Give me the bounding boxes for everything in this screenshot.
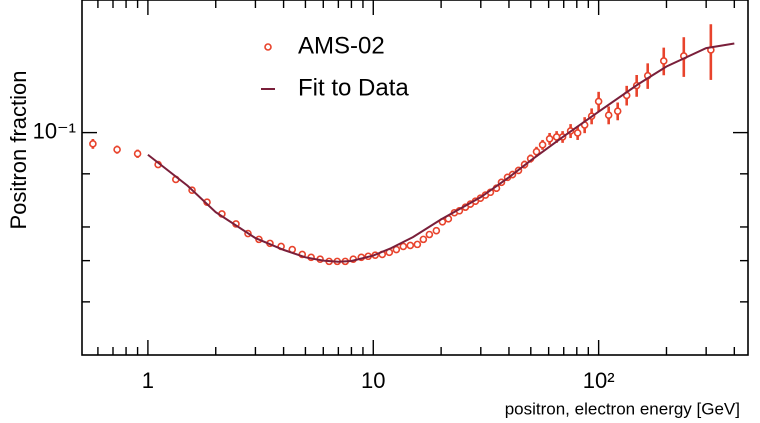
data-point: [613, 107, 622, 115]
data-point: [113, 145, 121, 154]
data-point: [545, 134, 554, 143]
x-tick-label: 1: [142, 368, 154, 393]
data-point: [406, 241, 415, 250]
legend-label: AMS-02: [298, 32, 385, 59]
data-point: [399, 242, 408, 251]
data-point: [413, 240, 422, 249]
data-point: [532, 147, 541, 156]
legend-marker: [264, 43, 272, 51]
x-axis-label: positron, electron energy [GeV]: [505, 399, 740, 418]
y-axis-label: Positron fraction: [6, 71, 31, 230]
y-tick-label: 10⁻¹: [33, 118, 76, 143]
data-point: [133, 149, 142, 158]
data-point: [538, 141, 547, 149]
data-point: [594, 97, 603, 106]
plot-frame: [81, 0, 749, 356]
data-point: [432, 226, 441, 235]
data-point: [425, 230, 434, 239]
legend-label: Fit to Data: [298, 74, 409, 101]
fit-line: [147, 42, 735, 263]
data-point: [89, 140, 97, 148]
x-tick-label: 10: [361, 368, 385, 393]
data-point: [659, 57, 668, 65]
x-tick-label: 10²: [583, 368, 615, 393]
data-point: [604, 111, 613, 119]
data-point: [419, 235, 428, 244]
data-point: [573, 129, 582, 137]
